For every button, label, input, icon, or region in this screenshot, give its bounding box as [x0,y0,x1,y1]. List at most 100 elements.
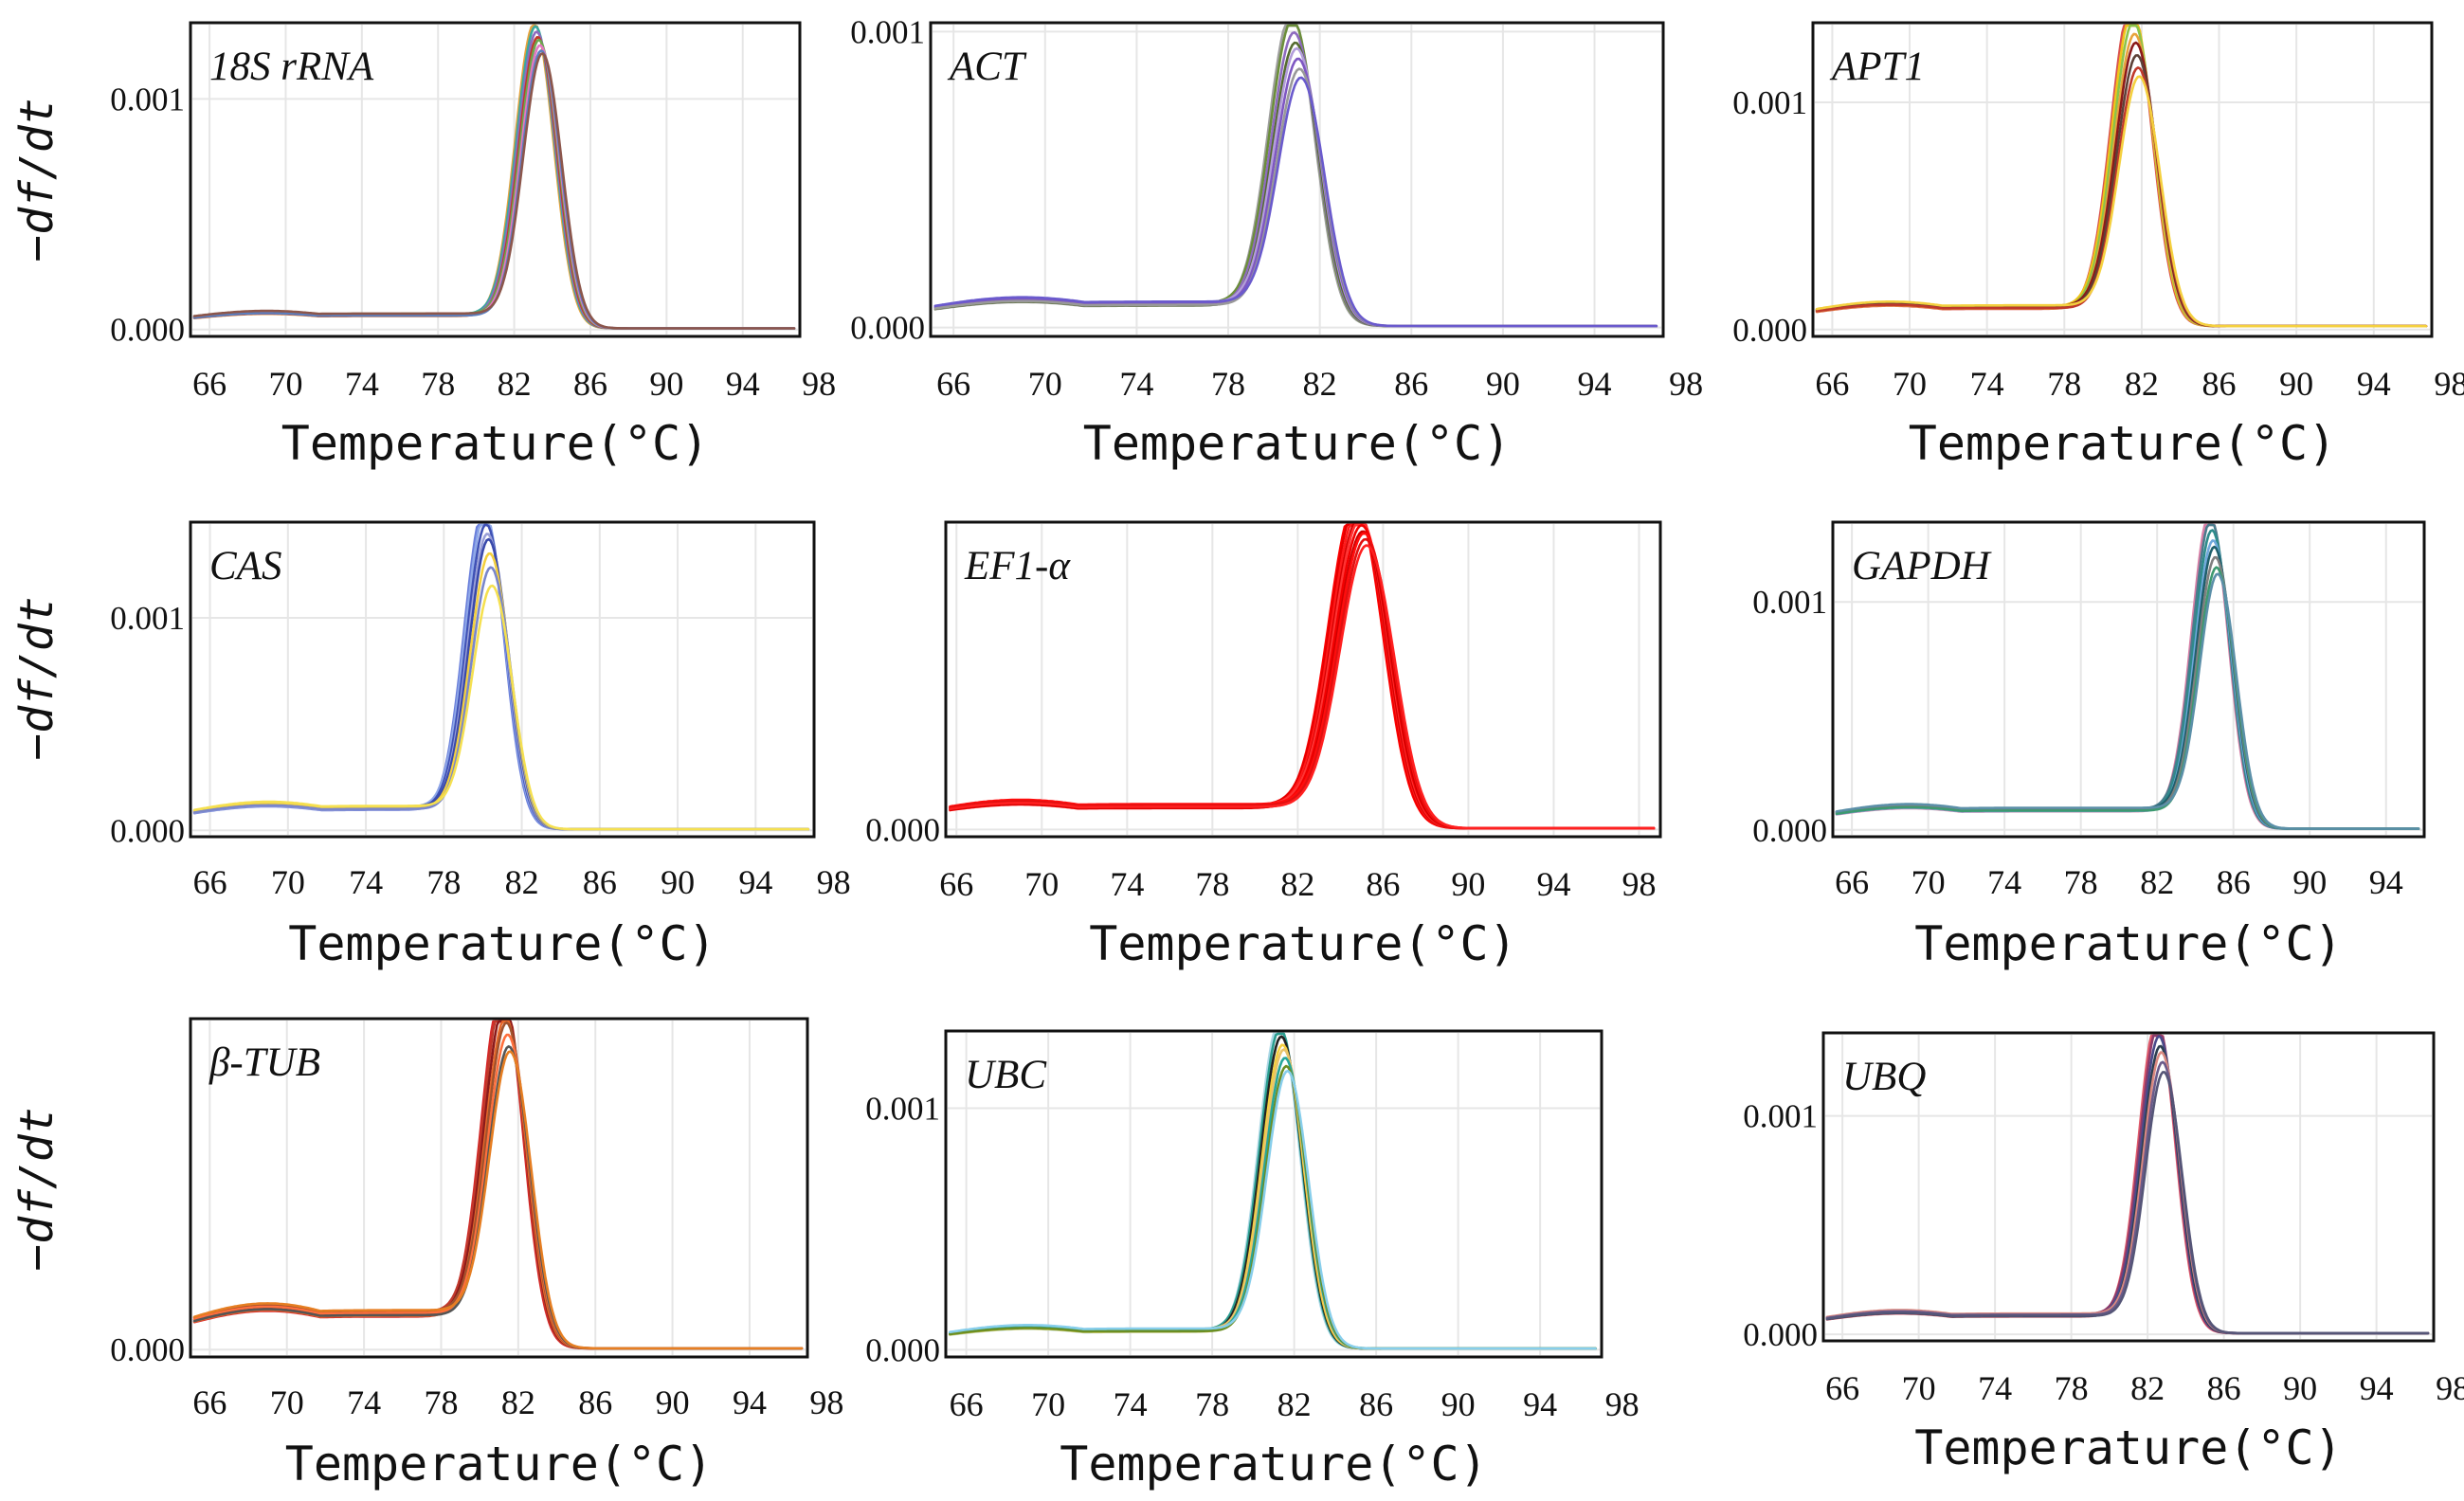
x-axis-title: Temperature(°C) [281,416,710,471]
plot-frame [1821,1031,2436,1343]
series-curve-10 [949,544,1656,830]
series-group [192,523,810,831]
y-axis-title-row-2: −df/dt [10,596,63,760]
x-tick-label: 70 [1911,863,1946,901]
x-tick-label: 82 [498,365,532,403]
panel-act: ACT 0.000 0.001 66 70 74 78 82 86 90 94 98 Temperatu… [850,13,1703,471]
x-tick-label: 90 [649,365,683,403]
x-tick-label: 74 [1978,1369,2012,1407]
gene-label: UBC [965,1053,1047,1097]
x-tick-label: 98 [2436,1369,2464,1407]
x-tick-label: 98 [809,1383,843,1421]
x-tick-label: 82 [1277,1385,1312,1423]
x-tick-label: 98 [802,365,836,403]
axis-titles-group: −df/dt −df/dt −df/dt [10,98,63,1271]
y-tick-label: 0.001 [865,1091,940,1128]
y-tick-label: 0.000 [1732,312,1807,349]
x-tick-label: 78 [421,365,455,403]
panels-group: 18S rRNA 0.000 0.001 66 70 74 78 82 86 90 94 98 Temp… [110,13,2464,1492]
x-tick-label: 90 [1451,865,1485,903]
x-axis-title: Temperature(°C) [285,1437,714,1492]
x-tick-label: 86 [2217,863,2251,901]
x-tick-label: 82 [1303,365,1337,403]
y-tick-label: 0.001 [850,13,925,50]
series-group [949,1032,1597,1350]
x-axis-title: Temperature(°C) [1083,416,1512,471]
x-tick-label: 78 [424,1383,458,1421]
panel-ubc: UBC 0.000 0.001 66 70 74 78 82 86 90 94 98 Temperatu… [865,1029,1640,1492]
x-tick-label: 74 [1987,863,2021,901]
x-tick-label: 78 [2055,1369,2089,1407]
y-tick-label: 0.000 [850,310,925,347]
x-tick-label: 94 [1523,1385,1557,1423]
x-tick-label: 90 [1486,365,1520,403]
x-tick-label: 74 [1114,1385,1148,1423]
gene-label: APT1 [1829,45,1925,89]
x-tick-label: 66 [193,863,227,901]
x-tick-label: 94 [2360,1369,2394,1407]
x-tick-label: 90 [656,1383,690,1421]
x-tick-label: 74 [349,863,383,901]
x-tick-label: 94 [1536,865,1570,903]
panel-ef1: EF1-α 0.000 66 70 74 78 82 86 90 94 98 Temperature(… [865,520,1662,971]
series-group [933,24,1658,328]
x-tick-label: 94 [2369,863,2403,901]
gene-label: GAPDH [1852,544,1992,588]
x-tick-label: 86 [573,365,607,403]
x-tick-label: 66 [192,1383,226,1421]
x-tick-label: 90 [2292,863,2327,901]
y-tick-label: 0.001 [1752,584,1827,621]
y-tick-label: 0.001 [1732,84,1807,121]
x-tick-label: 74 [1119,365,1153,403]
y-tick-label: 0.000 [110,1331,185,1368]
series-curve-8 [192,584,810,831]
gene-label: CAS [209,544,281,588]
series-group [192,1020,804,1350]
x-tick-label: 66 [1835,863,1869,901]
panel-cas: CAS 0.000 0.001 66 70 74 78 82 86 90 94 98 Temperatu… [110,520,851,971]
series-curve-7 [1825,1071,2430,1335]
x-tick-label: 70 [268,365,302,403]
x-tick-label: 90 [2283,1369,2317,1407]
x-axis-title: Temperature(°C) [1909,416,2337,471]
y-tick-label: 0.000 [1743,1316,1818,1353]
series-curve-8 [933,76,1658,328]
x-tick-label: 82 [2125,365,2159,403]
y-tick-label: 0.001 [110,600,185,637]
plot-frame [189,520,816,839]
x-tick-label: 70 [1902,1369,1936,1407]
x-tick-label: 66 [192,365,226,403]
x-tick-label: 94 [1578,365,1612,403]
x-tick-label: 78 [1195,1385,1229,1423]
y-tick-label: 0.000 [1752,812,1827,849]
x-tick-label: 70 [1024,865,1059,903]
x-tick-label: 90 [1441,1385,1476,1423]
x-tick-label: 70 [271,863,305,901]
x-tick-label: 78 [426,863,461,901]
x-tick-label: 82 [1280,865,1314,903]
plot-frame [929,21,1665,338]
y-axis-title-row-3: −df/dt [10,1107,63,1271]
panel-ubq: UBQ 0.000 0.001 66 70 74 78 82 86 90 94 98 Temperatu… [1743,1031,2464,1475]
plot-frame [1831,520,2426,839]
x-axis-title: Temperature(°C) [288,916,716,971]
x-tick-label: 66 [1815,365,1849,403]
series-group [192,24,796,330]
x-tick-label: 90 [661,863,695,901]
x-tick-label: 94 [726,365,760,403]
x-tick-label: 82 [2140,863,2174,901]
x-tick-label: 66 [1825,1369,1859,1407]
panel-18s-rrna: 18S rRNA 0.000 0.001 66 70 74 78 82 86 90 94 98 Temp… [110,21,836,471]
x-axis-title: Temperature(°C) [1089,916,1517,971]
y-tick-label: 0.000 [865,811,940,848]
series-group [1835,523,2420,830]
series-group [949,523,1656,830]
series-curve-8 [949,1069,1597,1350]
x-tick-label: 82 [2130,1369,2165,1407]
y-axis-title-row-1: −df/dt [10,98,63,262]
x-tick-label: 86 [1359,1385,1393,1423]
x-axis-title: Temperature(°C) [1914,1420,2343,1475]
gene-label: UBQ [1842,1055,1926,1099]
x-axis-title: Temperature(°C) [1060,1437,1488,1492]
